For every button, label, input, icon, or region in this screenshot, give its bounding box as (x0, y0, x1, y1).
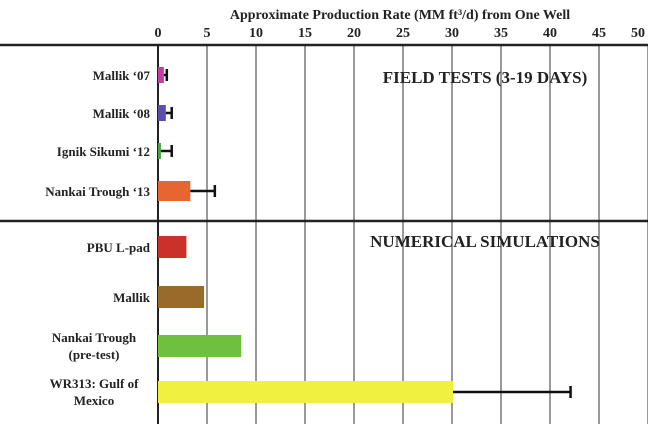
bar (158, 286, 205, 308)
x-tick-label: 40 (543, 26, 557, 41)
y-tick-label: Nankai Trough (pre-test) (51, 330, 137, 362)
y-tick-label: WR313: Gulf of Mexico (49, 376, 139, 408)
x-tick-label: 5 (204, 26, 211, 41)
y-tick-label: Mallik ‘08 (92, 105, 150, 121)
y-tick-label: PBU L-pad (86, 239, 150, 255)
bar (158, 236, 187, 258)
x-tick-label: 10 (249, 26, 263, 41)
bar (158, 143, 161, 159)
y-tick-label: Ignik Sikumi ‘12 (56, 143, 150, 159)
x-tick-label: 50 (631, 26, 645, 41)
annotation: FIELD TESTS (3-19 DAYS) (383, 68, 588, 87)
bar (158, 335, 242, 357)
bar (158, 181, 191, 201)
x-tick-label: 30 (445, 26, 459, 41)
y-tick-label: Mallik ‘07 (92, 67, 150, 83)
x-tick-label: 0 (155, 26, 162, 41)
annotation: NUMERICAL SIMULATIONS (370, 232, 600, 251)
axis-title: Approximate Production Rate (MM ft³/d) f… (230, 8, 570, 23)
x-tick-label: 45 (592, 26, 606, 41)
y-tick-label: Nankai Trough ‘13 (45, 183, 150, 199)
x-tick-label: 25 (396, 26, 410, 41)
x-tick-label: 15 (298, 26, 312, 41)
x-tick-label: 35 (494, 26, 508, 41)
bar (158, 381, 453, 403)
bar (158, 67, 164, 83)
y-tick-label: Mallik (113, 289, 150, 305)
bar (158, 105, 166, 121)
x-tick-label: 20 (347, 26, 361, 41)
